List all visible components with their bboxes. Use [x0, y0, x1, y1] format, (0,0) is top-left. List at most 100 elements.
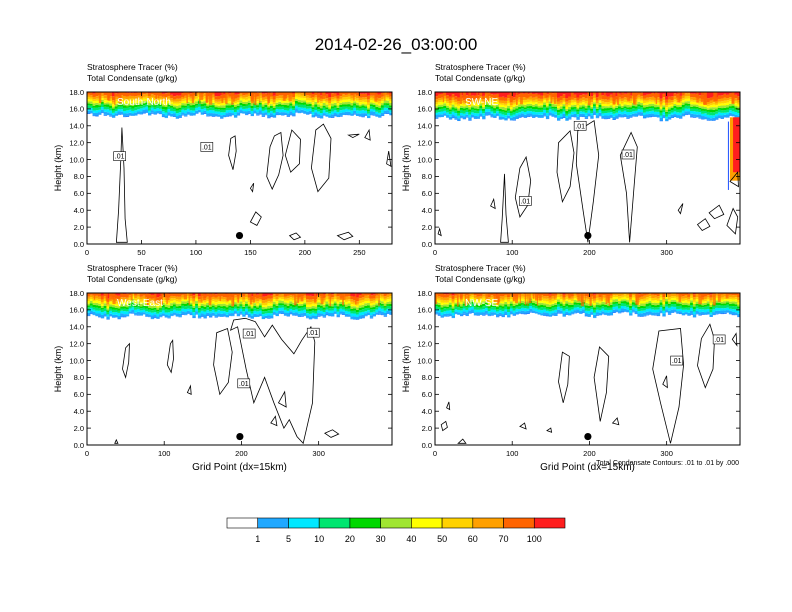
plot-background	[87, 293, 392, 445]
colorbar-swatch	[380, 517, 412, 529]
y-tick-label: 14.0	[69, 122, 84, 131]
x-tick-label: 0	[433, 449, 437, 458]
contour-line	[213, 327, 233, 396]
y-tick-label: 16.0	[417, 105, 432, 114]
location-marker	[584, 231, 592, 240]
condensate-contours: .01 .01 .01	[114, 317, 340, 445]
panel-label: SW-NE	[465, 97, 498, 108]
x-tick-label: 200	[299, 248, 312, 257]
x-tick-label: 150	[244, 248, 257, 257]
y-tick-label: 6.0	[74, 189, 84, 198]
variable-label-condensate: Total Condensate (g/kg)	[435, 274, 525, 284]
location-marker	[235, 231, 244, 240]
contour-line	[186, 384, 192, 395]
y-tick-label: 4.0	[422, 407, 432, 416]
figure-title: 2014-02-26_03:00:00	[315, 35, 478, 54]
y-tick-label: 10.0	[69, 356, 84, 365]
y-axis-label: Height (km)	[53, 145, 63, 192]
variable-label-condensate: Total Condensate (g/kg)	[87, 73, 177, 83]
contour-line	[310, 123, 332, 193]
contour-label: .01	[623, 152, 633, 159]
contour-label-box	[200, 142, 214, 152]
y-tick-label: 18.0	[417, 88, 432, 97]
y-tick-label: 2.0	[74, 424, 84, 433]
colorbar-swatch	[226, 517, 259, 529]
colorbar-swatch	[288, 517, 320, 529]
variable-label-tracer: Stratosphere Tracer (%)	[435, 263, 526, 273]
x-tick-label: 0	[433, 248, 437, 257]
plot-area: .01 .01 .01	[87, 293, 392, 445]
contour-line	[519, 422, 527, 430]
contour-line	[229, 317, 316, 445]
colorbar-label: 100	[527, 534, 542, 544]
y-tick-label: 8.0	[422, 373, 432, 382]
contour-label-box	[712, 334, 726, 345]
contour-line	[347, 133, 360, 139]
colorbar-label: 1	[255, 534, 260, 544]
colorbar-label: 40	[406, 534, 416, 544]
y-tick-label: 6.0	[74, 390, 84, 399]
plot-frame	[434, 292, 741, 446]
x-tick-label: 250	[353, 248, 366, 257]
contour-label-box	[242, 328, 256, 339]
y-tick-label: 0.0	[74, 240, 84, 249]
contour-line	[115, 127, 128, 243]
contour-line	[440, 420, 448, 432]
y-tick-label: 8.0	[422, 172, 432, 181]
y-tick-label: 10.0	[417, 155, 432, 164]
x-tick-label: 100	[506, 248, 519, 257]
y-tick-label: 12.0	[69, 138, 84, 147]
x-tick-label: 100	[190, 248, 203, 257]
y-tick-label: 16.0	[69, 105, 84, 114]
colorbar-swatch	[533, 517, 566, 529]
colorbar-swatch	[441, 517, 474, 529]
contour-line	[708, 204, 725, 220]
contour-label: .01	[714, 337, 724, 344]
colorbar-label: 30	[376, 534, 386, 544]
y-tick-label: 16.0	[69, 306, 84, 315]
colorbar-swatch	[472, 517, 504, 529]
variable-label-tracer: Stratosphere Tracer (%)	[87, 62, 178, 72]
condensate-contours: .01 .01	[440, 323, 738, 444]
contour-line	[249, 211, 262, 226]
contour-label: .01	[308, 330, 318, 337]
contour-line	[546, 427, 553, 433]
x-axis-label: Grid Point (dx=15km)	[192, 462, 287, 473]
contour-line	[284, 129, 301, 173]
y-tick-label: 10.0	[69, 155, 84, 164]
y-tick-label: 0.0	[422, 441, 432, 450]
contour-note: Total Condensate Contours: .01 to .01 by…	[596, 460, 739, 467]
contour-line	[677, 203, 684, 215]
x-tick-label: 300	[312, 449, 325, 458]
contour-label-box	[306, 327, 320, 338]
contour-line	[270, 415, 278, 427]
contour-line	[457, 438, 467, 444]
contour-label-box	[237, 378, 251, 389]
contour-label: .01	[115, 154, 125, 161]
plot-frame	[434, 91, 741, 245]
contour-line	[611, 417, 620, 426]
panel-label: NW-SE	[465, 298, 498, 309]
colorbar-label: 20	[345, 534, 355, 544]
colorbar-swatch	[349, 517, 381, 529]
y-tick-label: 6.0	[422, 189, 432, 198]
contour-label: .01	[239, 381, 249, 388]
contour-label: .01	[575, 123, 585, 130]
y-tick-label: 2.0	[422, 424, 432, 433]
panel-label: South-North	[117, 97, 171, 108]
contour-label-box	[519, 196, 532, 206]
contour-line	[266, 131, 284, 191]
y-tick-label: 8.0	[74, 373, 84, 382]
contour-line	[696, 218, 711, 232]
y-tick-label: 16.0	[417, 306, 432, 315]
y-tick-label: 4.0	[422, 206, 432, 215]
contour-line	[336, 231, 354, 241]
edge-tracer-descent	[727, 117, 740, 190]
contour-label: .01	[520, 198, 530, 205]
contour-line	[652, 328, 685, 444]
contour-line	[697, 323, 715, 389]
y-tick-label: 0.0	[422, 240, 432, 249]
y-axis-label: Height (km)	[53, 346, 63, 393]
